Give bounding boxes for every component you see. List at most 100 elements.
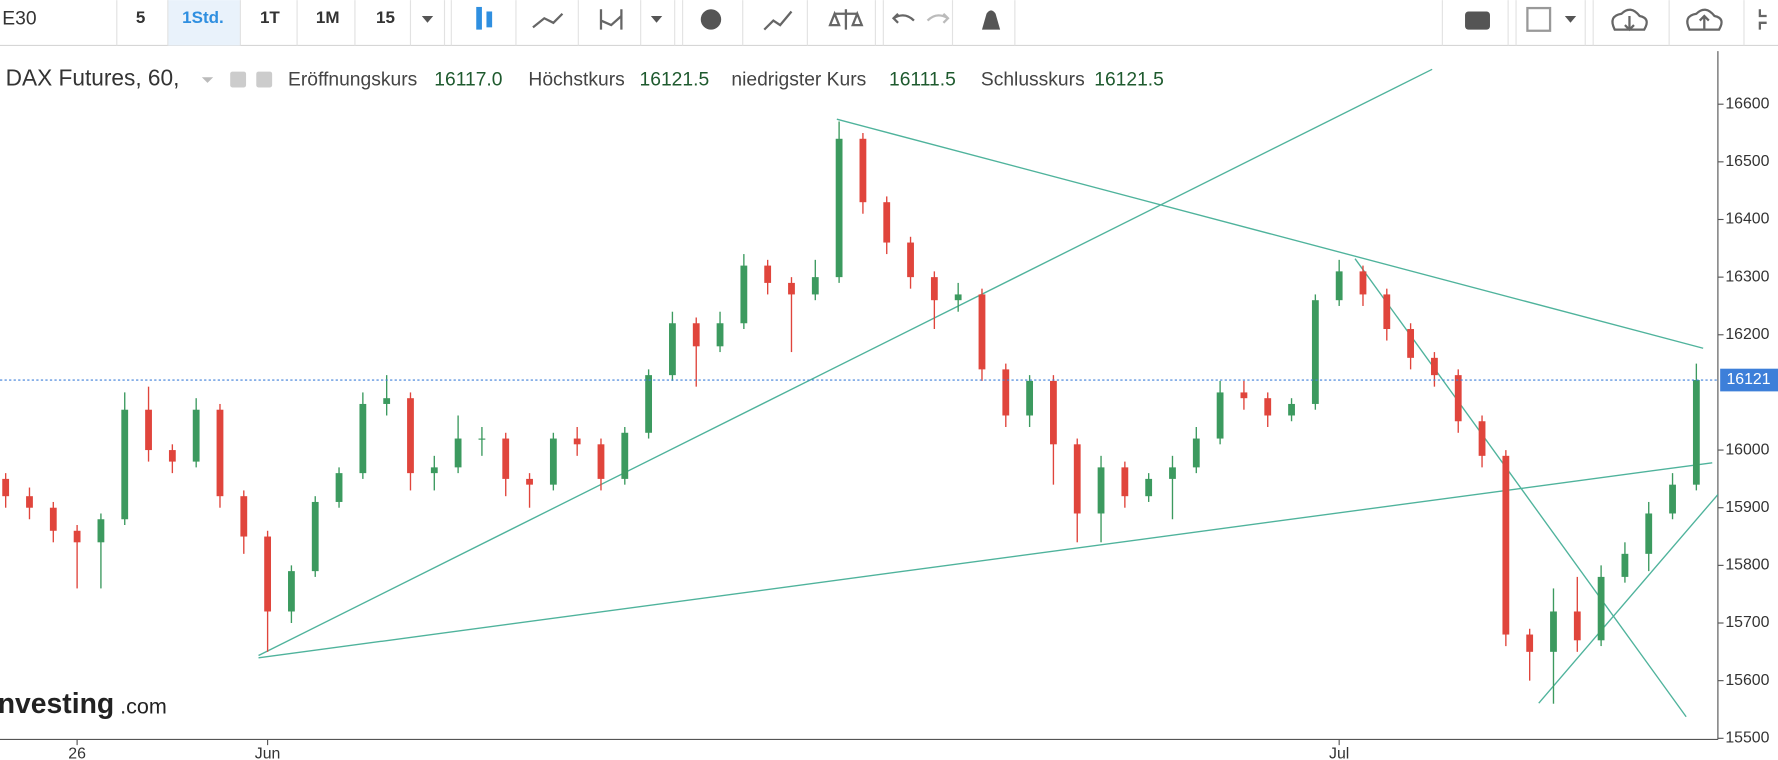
dropdown-icon[interactable] [421,16,434,23]
candle-body [573,438,581,445]
dropdown-icon[interactable] [1564,16,1577,23]
low-value: 16111.5 [889,70,956,91]
candle-body [26,496,33,508]
candle-body [73,530,81,543]
candle-body [1169,467,1176,479]
candle-body [597,444,605,479]
candle-body [288,571,295,612]
open-label: Eröffnungskurs [288,70,417,91]
candle-body [2,478,10,497]
candle-body [359,403,367,474]
candle-body [216,409,224,497]
candle-body [692,323,700,347]
candle-body [1264,398,1272,416]
settings-icon[interactable] [700,9,722,30]
indicator-icon[interactable] [763,10,793,31]
candle-body [145,409,152,451]
candle-body [645,375,653,433]
candle-body [121,409,129,520]
redo-icon[interactable] [926,12,950,24]
candle-body [1645,513,1653,554]
candle-body [835,138,843,278]
candle-body [1621,553,1629,577]
candle-body [1002,369,1010,416]
interval-button[interactable]: 1T [260,8,280,27]
trend-line [1538,494,1718,704]
x-tick-label: 26 [68,745,86,760]
candle-body [1454,375,1462,422]
bar-icon[interactable] [599,9,623,30]
current-price-label: 16121 [1726,371,1770,388]
compare-icon[interactable] [828,9,864,30]
candle-body [430,467,438,474]
y-tick-label: 16500 [1725,153,1769,170]
y-tick-label: 16400 [1725,211,1769,228]
candle-body [1073,444,1081,514]
candle-body [1692,380,1700,485]
candle-body [1311,300,1319,404]
candle-body [764,265,772,283]
candle-body [1383,294,1391,330]
candle-body [1407,329,1415,358]
y-tick-label: 15700 [1725,614,1769,631]
candle-body [311,501,319,572]
fullscreen-icon[interactable] [1758,9,1767,30]
symbol[interactable]: E30 [2,9,36,30]
candle-body [1192,438,1200,468]
active-interval[interactable] [167,0,241,46]
close-value: 16121.5 [1094,70,1164,91]
y-tick-label: 16200 [1725,326,1769,343]
alert-icon[interactable] [981,10,1001,30]
candle-body [811,277,819,295]
candle-body [240,496,248,537]
download-icon[interactable] [1611,8,1648,32]
candle-body [740,265,748,324]
camera-icon[interactable] [1465,11,1490,30]
candle-body [1502,455,1510,635]
candle-body [335,473,343,502]
candle-body [49,507,57,531]
candle-icon[interactable] [476,6,482,30]
x-tick-label: Jul [1329,745,1349,760]
candle-body [478,438,486,440]
interval-button[interactable]: 5 [136,8,145,27]
candle-body [502,438,510,479]
y-tick-label: 16300 [1725,268,1769,285]
x-tick-label: Jun [255,745,281,760]
y-tick-label: 16600 [1725,95,1769,112]
undo-icon[interactable] [891,12,915,24]
settings-icon[interactable] [256,71,273,88]
candle-body [859,138,867,203]
candle-body [407,398,414,474]
candle-body [978,294,986,370]
interval-button[interactable]: 15 [376,8,395,27]
y-tick-label: 15600 [1725,672,1769,689]
candle-body [1550,611,1557,652]
candle-body [1240,392,1248,399]
close-label: Schlusskurs [981,70,1085,91]
interval-button[interactable]: 1Std. [182,8,224,27]
upload-icon[interactable] [1686,8,1723,31]
line-icon[interactable] [532,12,564,29]
candle-body [1431,357,1438,376]
trend-line [836,118,1704,349]
dropdown-icon[interactable] [650,16,663,23]
candle-body [97,519,105,543]
color-icon[interactable] [1526,6,1552,32]
y-tick-label: 16000 [1725,441,1769,458]
y-tick-label: 15800 [1725,557,1769,574]
visibility-icon[interactable] [230,71,247,88]
candle-body [1288,403,1295,416]
interval-button[interactable]: 1M [316,8,340,27]
candle-body [788,282,795,295]
logo: nvesting [0,688,114,720]
dropdown-icon[interactable] [201,77,214,83]
candle-icon[interactable] [486,11,493,28]
candle-body [1526,634,1534,652]
high-label: Höchstkurs [528,70,624,91]
candle-body [1026,380,1034,416]
current-price-box [1720,368,1778,392]
